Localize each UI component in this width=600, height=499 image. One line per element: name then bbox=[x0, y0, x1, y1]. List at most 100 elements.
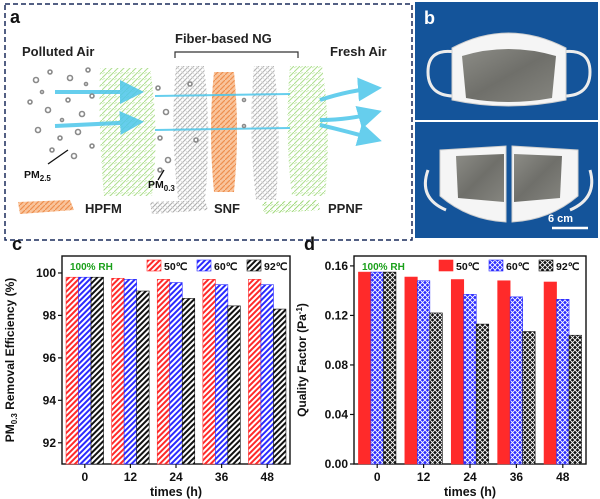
rh-annotation: 100% RH bbox=[362, 262, 405, 273]
chart-c: c 0 12 24 36 48 92 94 96 98 100 100% RH 50℃ 60℃ 92℃ tim… bbox=[3, 234, 291, 499]
y-tick-label: 94 bbox=[43, 393, 57, 407]
bar-50C-12h bbox=[404, 276, 418, 465]
legend-swatch bbox=[488, 259, 504, 272]
bar-92C-0h bbox=[383, 271, 397, 465]
legend-label-hpfm: HPFM bbox=[85, 201, 122, 216]
bar-92C-12h bbox=[429, 312, 443, 465]
mask-photo-bottom bbox=[423, 145, 594, 223]
bar-60C-24h bbox=[169, 282, 183, 465]
fiber-ng-bracket bbox=[174, 51, 299, 58]
bar-50C-24h bbox=[450, 279, 465, 465]
x-tick-label: 0 bbox=[81, 470, 88, 484]
panel-a-border bbox=[4, 3, 413, 241]
bar-50C-12h bbox=[111, 277, 125, 465]
bar-92C-48h bbox=[568, 334, 582, 465]
bar-92C-0h bbox=[90, 276, 104, 465]
x-tick-label: 36 bbox=[510, 470, 524, 484]
panel-b-letter: b bbox=[424, 8, 435, 28]
bar-50C-36h bbox=[202, 279, 216, 465]
x-axis-label: times (h) bbox=[444, 485, 496, 499]
bar-60C-48h bbox=[260, 284, 274, 465]
layer-ppnf-right bbox=[287, 66, 328, 196]
y-axis-label: PM0.3 Removal Efficiency (%) bbox=[3, 278, 19, 443]
x-tick-label: 24 bbox=[169, 470, 183, 484]
y-axis-label: Quality Factor (Pa-1) bbox=[295, 303, 309, 417]
panel-b: b 6 cm bbox=[415, 2, 598, 238]
pm03-label: PM0.3 bbox=[148, 179, 175, 193]
chart-d: d 0 12 24 36 48 0.00 0.04 0.08 0.12 0.16 100% RH 50℃… bbox=[295, 234, 587, 499]
legend-label-snf: SNF bbox=[214, 201, 240, 216]
x-tick-label: 36 bbox=[215, 470, 229, 484]
legend-swatch bbox=[538, 259, 554, 272]
bar-92C-12h bbox=[136, 290, 150, 465]
panel-a-letter: a bbox=[10, 7, 21, 27]
legend-label: 60℃ bbox=[214, 261, 238, 273]
fresh-air-label: Fresh Air bbox=[330, 44, 387, 59]
particles bbox=[27, 67, 247, 173]
y-tick-label: 96 bbox=[43, 351, 57, 365]
bar-92C-24h bbox=[475, 323, 490, 465]
bar-60C-12h bbox=[417, 280, 431, 465]
bar-50C-0h bbox=[65, 276, 79, 465]
bar-50C-0h bbox=[358, 271, 372, 465]
y-tick-label: 92 bbox=[43, 436, 57, 450]
legend-swatch-hpfm bbox=[18, 200, 74, 214]
legend-swatch-snf bbox=[150, 200, 208, 214]
polluted-air-label: Polluted Air bbox=[22, 44, 94, 59]
x-tick-label: 48 bbox=[556, 470, 570, 484]
x-tick-label: 12 bbox=[124, 470, 138, 484]
bar-92C-48h bbox=[273, 308, 287, 465]
layer-snf-1 bbox=[173, 66, 209, 200]
bar-60C-0h bbox=[78, 276, 92, 465]
y-tick-label: 0.08 bbox=[325, 358, 349, 372]
x-tick-label: 24 bbox=[463, 470, 477, 484]
x-tick-label: 48 bbox=[261, 470, 275, 484]
legend-swatch bbox=[146, 259, 162, 272]
y-tick-label: 0.12 bbox=[325, 308, 349, 322]
y-tick-label: 0.00 bbox=[325, 457, 349, 471]
bar-60C-36h bbox=[509, 296, 523, 465]
bar-50C-48h bbox=[248, 279, 262, 465]
y-tick-label: 0.04 bbox=[325, 407, 349, 421]
y-tick-label: 100 bbox=[36, 266, 56, 280]
pm25-label: PM2.5 bbox=[24, 169, 51, 183]
x-tick-label: 12 bbox=[417, 470, 431, 484]
legend-label-ppnf: PPNF bbox=[328, 201, 363, 216]
bar-60C-12h bbox=[123, 279, 137, 465]
bar-50C-36h bbox=[497, 280, 511, 465]
layer-snf-2 bbox=[251, 66, 279, 200]
legend-label: 50℃ bbox=[456, 261, 480, 273]
bar-60C-36h bbox=[215, 284, 229, 465]
mask-photo-top bbox=[426, 32, 592, 107]
legend-label: 50℃ bbox=[164, 261, 188, 273]
x-tick-label: 0 bbox=[374, 470, 381, 484]
scale-bar-label: 6 cm bbox=[548, 213, 573, 225]
panel-c-letter: c bbox=[12, 234, 22, 254]
legend-label: 92℃ bbox=[264, 261, 288, 273]
layer-hpfm bbox=[211, 72, 237, 192]
fiber-ng-label: Fiber-based NG bbox=[175, 31, 272, 46]
pm-pointers bbox=[47, 149, 165, 181]
layer-ppnf-left bbox=[99, 68, 156, 196]
panel-a-legend: HPFM SNF PPNF bbox=[18, 200, 363, 216]
panel-d-letter: d bbox=[304, 234, 315, 254]
bar-92C-36h bbox=[227, 305, 241, 465]
bar-60C-0h bbox=[370, 271, 384, 465]
panel-a: a Polluted Air Fiber-based NG Fresh Air bbox=[4, 3, 413, 241]
legend-label: 92℃ bbox=[556, 261, 580, 273]
bar-50C-24h bbox=[156, 279, 171, 465]
legend-swatch bbox=[196, 259, 212, 272]
bar-60C-48h bbox=[556, 299, 570, 465]
bar-92C-36h bbox=[522, 331, 536, 465]
bar-60C-24h bbox=[463, 294, 477, 465]
legend-swatch bbox=[246, 259, 262, 272]
y-tick-label: 0.16 bbox=[325, 259, 349, 273]
bar-92C-24h bbox=[181, 298, 196, 465]
airflow-arrows bbox=[54, 77, 382, 147]
legend-label: 60℃ bbox=[506, 261, 530, 273]
x-axis-label: times (h) bbox=[150, 485, 202, 499]
y-tick-label: 98 bbox=[43, 308, 57, 322]
bar-50C-48h bbox=[543, 281, 557, 465]
rh-annotation: 100% RH bbox=[70, 262, 113, 273]
